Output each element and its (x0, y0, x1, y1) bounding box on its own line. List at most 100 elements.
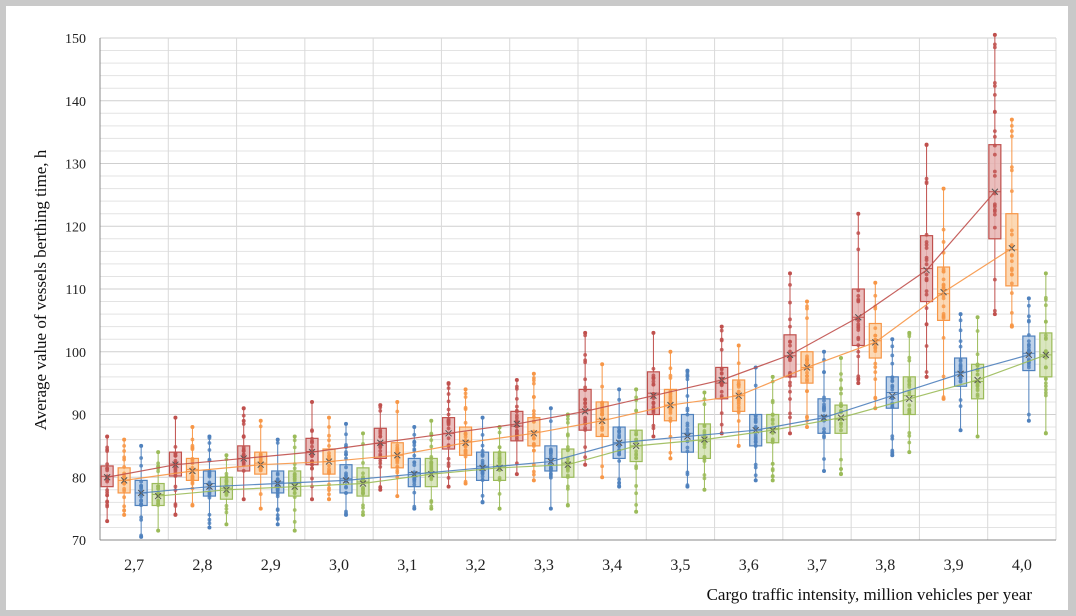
data-point (856, 325, 861, 330)
data-point (446, 386, 451, 391)
data-point (429, 431, 434, 436)
data-point (480, 433, 485, 437)
data-point (719, 411, 724, 416)
data-point (1043, 393, 1048, 398)
max-point (275, 437, 280, 442)
data-point (805, 374, 809, 379)
box-2-4 (407, 425, 421, 511)
data-point (565, 460, 570, 464)
data-point (429, 468, 434, 473)
data-point (685, 449, 690, 454)
data-point (480, 474, 485, 479)
data-point (634, 503, 639, 507)
data-point (139, 502, 144, 507)
box-2-1 (202, 434, 217, 530)
data-point (378, 465, 383, 469)
data-point (122, 508, 127, 513)
data-point (361, 471, 365, 476)
data-point (446, 392, 451, 396)
x-tick-label: 3,0 (329, 557, 349, 574)
max-point (958, 312, 963, 317)
data-point (822, 430, 826, 435)
data-point (958, 344, 963, 349)
data-point (327, 463, 331, 468)
data-point (634, 432, 639, 437)
min-point (514, 472, 519, 477)
data-point (480, 452, 485, 457)
data-point (514, 418, 519, 423)
max-point (1043, 271, 1048, 276)
data-point (753, 465, 758, 470)
data-point (327, 470, 331, 475)
data-point (822, 457, 826, 461)
data-point (310, 462, 314, 467)
data-point (497, 445, 502, 450)
x-tick-label: 3,7 (807, 557, 827, 574)
box-3-2 (288, 434, 302, 533)
data-point (822, 427, 826, 431)
box-1-1 (185, 425, 200, 508)
box-1-10 (800, 299, 814, 430)
data-point (668, 406, 673, 410)
data-point (958, 367, 963, 372)
data-point (907, 391, 912, 396)
mean-line-1 (124, 247, 1013, 481)
data-point (770, 413, 775, 417)
x-tick-label: 4,0 (1012, 557, 1032, 574)
data-point (224, 510, 229, 515)
data-point (992, 143, 997, 148)
min-point (548, 506, 553, 511)
box-2-2 (271, 437, 285, 527)
y-tick-label: 150 (65, 32, 86, 47)
mean-lines (107, 191, 1047, 497)
data-point (583, 360, 588, 365)
data-point (634, 484, 639, 488)
data-point (788, 317, 792, 322)
data-point (344, 452, 348, 457)
data-point (975, 388, 980, 393)
data-point (907, 355, 912, 360)
max-point (258, 418, 263, 423)
data-point (531, 412, 536, 417)
data-point (992, 84, 997, 88)
data-point (446, 475, 451, 480)
data-point (958, 318, 963, 323)
data-point (941, 240, 946, 244)
data-point (924, 176, 929, 181)
data-point (992, 169, 997, 174)
data-point (275, 516, 280, 521)
min-point (429, 506, 434, 511)
data-point (890, 379, 895, 384)
data-point (839, 378, 843, 382)
data-point (275, 513, 280, 517)
data-point (958, 375, 963, 380)
data-point (651, 410, 656, 415)
data-point (890, 387, 895, 392)
box-groups (100, 32, 1053, 539)
data-point (310, 444, 314, 449)
data-point (1043, 355, 1048, 360)
min-point (805, 425, 809, 430)
data-point (327, 453, 331, 458)
data-point (583, 404, 588, 409)
max-point (668, 349, 673, 354)
data-point (702, 424, 707, 429)
data-point (395, 468, 400, 473)
data-point (310, 476, 314, 481)
data-point (839, 424, 843, 429)
max-point (702, 390, 707, 395)
data-point (122, 504, 127, 509)
mean-marker (1042, 351, 1050, 359)
data-point (873, 345, 878, 349)
max-point (719, 324, 724, 329)
data-point (292, 474, 297, 479)
data-point (634, 453, 639, 458)
data-point (651, 426, 656, 431)
data-point (292, 519, 297, 524)
data-point (378, 428, 383, 433)
x-axis-label: Cargo traffic intensity, million vehicle… (707, 585, 1033, 604)
data-point (327, 433, 331, 438)
min-point (856, 381, 861, 386)
data-point (651, 382, 656, 387)
